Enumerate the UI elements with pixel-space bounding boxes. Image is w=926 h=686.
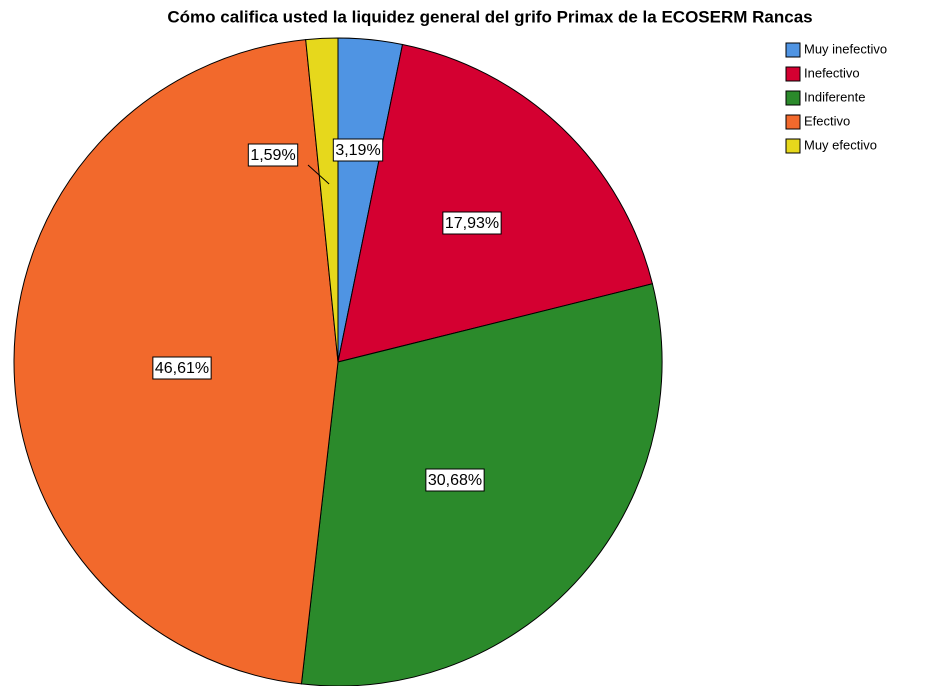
data-label-box [442, 211, 502, 235]
chart-title: Cómo califica usted la liquidez general … [167, 7, 812, 26]
data-label-box [332, 138, 384, 162]
leader-line [307, 164, 330, 185]
data-label: 30,68% [428, 472, 482, 489]
legend-swatch [785, 114, 801, 130]
data-label: 1,59% [250, 147, 295, 164]
legend-label: Muy efectivo [804, 137, 877, 152]
legend-swatch [785, 138, 801, 154]
pie-slice [305, 37, 339, 363]
data-label: 3,19% [335, 142, 380, 159]
data-label-box [247, 143, 299, 167]
data-label-box [425, 468, 485, 492]
pie-slice [337, 43, 654, 363]
legend-label: Inefectivo [804, 65, 860, 80]
data-label: 46,61% [155, 360, 209, 377]
legend-swatch [785, 90, 801, 106]
data-label-box [152, 356, 212, 380]
legend-swatch [785, 42, 801, 58]
legend-swatch [785, 66, 801, 82]
legend-label: Indiferente [804, 89, 865, 104]
legend-label: Efectivo [804, 113, 850, 128]
data-label: 17,93% [445, 215, 499, 232]
legend-label: Muy inefectivo [804, 41, 887, 56]
